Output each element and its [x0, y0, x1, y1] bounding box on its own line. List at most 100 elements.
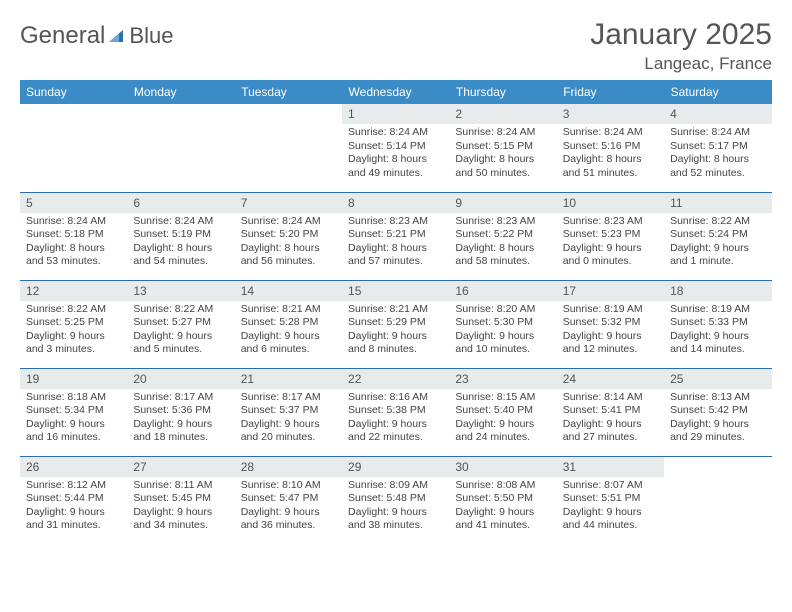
day-number: 17 — [557, 281, 664, 301]
day-number: 25 — [664, 369, 771, 389]
location-label: Langeac, France — [590, 54, 772, 74]
sunrise-line: Sunrise: 8:24 AM — [563, 126, 658, 140]
daylight-line-2: and 0 minutes. — [563, 255, 658, 269]
sunset-line: Sunset: 5:15 PM — [455, 140, 550, 154]
day-details: Sunrise: 8:09 AMSunset: 5:48 PMDaylight:… — [342, 477, 449, 538]
day-number: 11 — [664, 193, 771, 213]
daylight-line-1: Daylight: 9 hours — [348, 330, 443, 344]
day-details: Sunrise: 8:23 AMSunset: 5:22 PMDaylight:… — [449, 213, 556, 274]
sunset-line: Sunset: 5:17 PM — [670, 140, 765, 154]
daylight-line-2: and 34 minutes. — [133, 519, 228, 533]
sunset-line: Sunset: 5:23 PM — [563, 228, 658, 242]
calendar-cell: 24Sunrise: 8:14 AMSunset: 5:41 PMDayligh… — [557, 368, 664, 456]
calendar-cell: 11Sunrise: 8:22 AMSunset: 5:24 PMDayligh… — [664, 192, 771, 280]
sunset-line: Sunset: 5:37 PM — [241, 404, 336, 418]
sunset-line: Sunset: 5:29 PM — [348, 316, 443, 330]
calendar-cell: 5Sunrise: 8:24 AMSunset: 5:18 PMDaylight… — [20, 192, 127, 280]
day-number: 16 — [449, 281, 556, 301]
daylight-line-2: and 44 minutes. — [563, 519, 658, 533]
sunset-line: Sunset: 5:27 PM — [133, 316, 228, 330]
day-details: Sunrise: 8:24 AMSunset: 5:18 PMDaylight:… — [20, 213, 127, 274]
sunset-line: Sunset: 5:34 PM — [26, 404, 121, 418]
day-details: Sunrise: 8:21 AMSunset: 5:28 PMDaylight:… — [235, 301, 342, 362]
calendar-table: Sunday Monday Tuesday Wednesday Thursday… — [20, 80, 772, 544]
day-number: 29 — [342, 457, 449, 477]
calendar-cell: 27Sunrise: 8:11 AMSunset: 5:45 PMDayligh… — [127, 456, 234, 544]
daylight-line-1: Daylight: 9 hours — [348, 506, 443, 520]
day-details: Sunrise: 8:21 AMSunset: 5:29 PMDaylight:… — [342, 301, 449, 362]
daylight-line-1: Daylight: 9 hours — [348, 418, 443, 432]
sunset-line: Sunset: 5:24 PM — [670, 228, 765, 242]
day-number: 9 — [449, 193, 556, 213]
day-details: Sunrise: 8:08 AMSunset: 5:50 PMDaylight:… — [449, 477, 556, 538]
calendar-cell — [235, 104, 342, 192]
daylight-line-1: Daylight: 9 hours — [563, 418, 658, 432]
daylight-line-1: Daylight: 9 hours — [133, 506, 228, 520]
day-details: Sunrise: 8:19 AMSunset: 5:32 PMDaylight:… — [557, 301, 664, 362]
sunset-line: Sunset: 5:45 PM — [133, 492, 228, 506]
calendar-cell: 10Sunrise: 8:23 AMSunset: 5:23 PMDayligh… — [557, 192, 664, 280]
daylight-line-1: Daylight: 9 hours — [563, 330, 658, 344]
sunset-line: Sunset: 5:44 PM — [26, 492, 121, 506]
day-details: Sunrise: 8:22 AMSunset: 5:25 PMDaylight:… — [20, 301, 127, 362]
sunset-line: Sunset: 5:38 PM — [348, 404, 443, 418]
daylight-line-1: Daylight: 9 hours — [670, 330, 765, 344]
day-details: Sunrise: 8:24 AMSunset: 5:14 PMDaylight:… — [342, 124, 449, 185]
day-details: Sunrise: 8:16 AMSunset: 5:38 PMDaylight:… — [342, 389, 449, 450]
weekday-header: Monday — [127, 80, 234, 104]
calendar-cell: 15Sunrise: 8:21 AMSunset: 5:29 PMDayligh… — [342, 280, 449, 368]
sunset-line: Sunset: 5:22 PM — [455, 228, 550, 242]
daylight-line-2: and 57 minutes. — [348, 255, 443, 269]
calendar-cell: 23Sunrise: 8:15 AMSunset: 5:40 PMDayligh… — [449, 368, 556, 456]
calendar-cell — [20, 104, 127, 192]
sunrise-line: Sunrise: 8:22 AM — [26, 303, 121, 317]
daylight-line-1: Daylight: 8 hours — [241, 242, 336, 256]
day-number — [664, 457, 771, 463]
calendar-cell: 1Sunrise: 8:24 AMSunset: 5:14 PMDaylight… — [342, 104, 449, 192]
sunrise-line: Sunrise: 8:17 AM — [133, 391, 228, 405]
calendar-cell: 4Sunrise: 8:24 AMSunset: 5:17 PMDaylight… — [664, 104, 771, 192]
sunset-line: Sunset: 5:32 PM — [563, 316, 658, 330]
day-number: 4 — [664, 104, 771, 124]
day-number: 15 — [342, 281, 449, 301]
logo-sail-icon — [107, 26, 127, 46]
daylight-line-2: and 51 minutes. — [563, 167, 658, 181]
sunrise-line: Sunrise: 8:19 AM — [670, 303, 765, 317]
day-number: 5 — [20, 193, 127, 213]
day-details: Sunrise: 8:24 AMSunset: 5:20 PMDaylight:… — [235, 213, 342, 274]
sunrise-line: Sunrise: 8:24 AM — [670, 126, 765, 140]
day-details: Sunrise: 8:24 AMSunset: 5:17 PMDaylight:… — [664, 124, 771, 185]
sunrise-line: Sunrise: 8:18 AM — [26, 391, 121, 405]
weekday-header: Saturday — [664, 80, 771, 104]
sunset-line: Sunset: 5:36 PM — [133, 404, 228, 418]
daylight-line-2: and 50 minutes. — [455, 167, 550, 181]
day-number: 10 — [557, 193, 664, 213]
daylight-line-1: Daylight: 9 hours — [26, 506, 121, 520]
daylight-line-2: and 58 minutes. — [455, 255, 550, 269]
day-details: Sunrise: 8:10 AMSunset: 5:47 PMDaylight:… — [235, 477, 342, 538]
day-details: Sunrise: 8:24 AMSunset: 5:15 PMDaylight:… — [449, 124, 556, 185]
calendar-cell: 12Sunrise: 8:22 AMSunset: 5:25 PMDayligh… — [20, 280, 127, 368]
calendar-cell: 2Sunrise: 8:24 AMSunset: 5:15 PMDaylight… — [449, 104, 556, 192]
sunrise-line: Sunrise: 8:24 AM — [455, 126, 550, 140]
weekday-header: Friday — [557, 80, 664, 104]
sunrise-line: Sunrise: 8:21 AM — [241, 303, 336, 317]
daylight-line-1: Daylight: 9 hours — [26, 418, 121, 432]
weekday-header: Thursday — [449, 80, 556, 104]
day-number: 13 — [127, 281, 234, 301]
day-number: 26 — [20, 457, 127, 477]
header: General Blue January 2025 Langeac, Franc… — [20, 18, 772, 74]
daylight-line-1: Daylight: 9 hours — [455, 418, 550, 432]
calendar-cell: 21Sunrise: 8:17 AMSunset: 5:37 PMDayligh… — [235, 368, 342, 456]
daylight-line-2: and 5 minutes. — [133, 343, 228, 357]
day-details: Sunrise: 8:11 AMSunset: 5:45 PMDaylight:… — [127, 477, 234, 538]
daylight-line-1: Daylight: 8 hours — [670, 153, 765, 167]
calendar-cell: 29Sunrise: 8:09 AMSunset: 5:48 PMDayligh… — [342, 456, 449, 544]
sunrise-line: Sunrise: 8:14 AM — [563, 391, 658, 405]
daylight-line-1: Daylight: 9 hours — [241, 330, 336, 344]
daylight-line-2: and 10 minutes. — [455, 343, 550, 357]
day-number: 27 — [127, 457, 234, 477]
sunset-line: Sunset: 5:21 PM — [348, 228, 443, 242]
day-details: Sunrise: 8:12 AMSunset: 5:44 PMDaylight:… — [20, 477, 127, 538]
calendar-cell: 28Sunrise: 8:10 AMSunset: 5:47 PMDayligh… — [235, 456, 342, 544]
